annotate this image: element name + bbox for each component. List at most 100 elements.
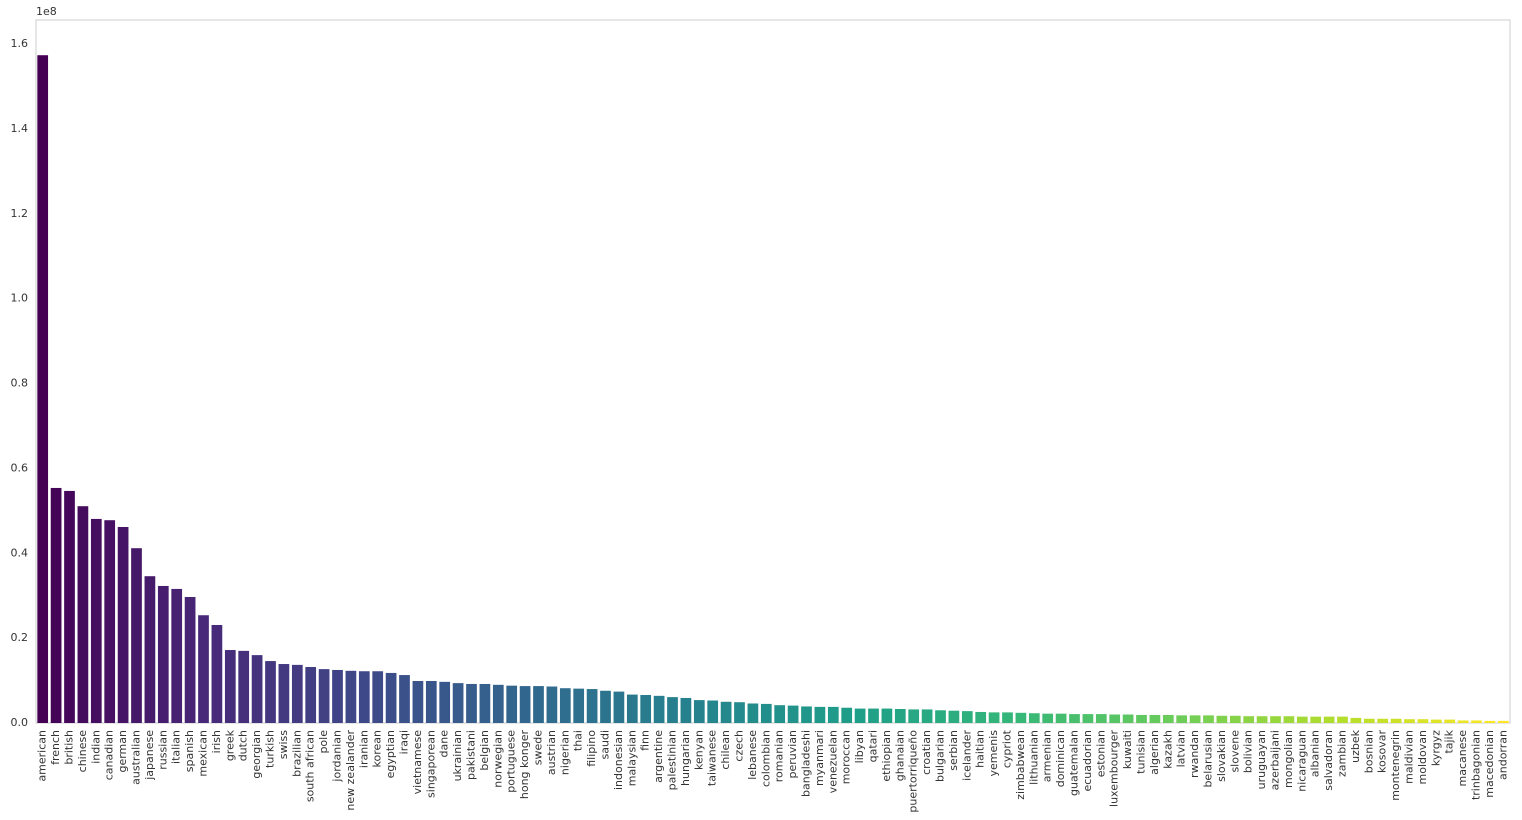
bar	[412, 680, 424, 723]
x-tick-label: norwegian	[491, 730, 504, 788]
y-tick-label: 0.2	[11, 631, 29, 644]
x-tick-label: thai	[572, 730, 585, 751]
x-tick-label: salvadoran	[1322, 730, 1335, 791]
bar	[559, 688, 571, 723]
bar	[50, 487, 62, 723]
bar	[1136, 714, 1147, 723]
bar	[238, 650, 250, 723]
y-tick-label: 1.0	[11, 292, 29, 305]
bar	[1310, 716, 1322, 723]
x-tick-label: jordanian	[331, 730, 344, 783]
x-tick-label: spanish	[183, 730, 196, 772]
x-tick-label: albanian	[1309, 730, 1322, 777]
bar	[198, 615, 209, 723]
x-tick-label: french	[49, 730, 62, 765]
bar	[586, 689, 598, 723]
x-tick-label: mexican	[197, 730, 210, 777]
bar	[626, 694, 638, 723]
x-tick-label: belgian	[478, 730, 491, 771]
x-tick-label: estonian	[1094, 730, 1107, 777]
x-tick-label: palestinian	[666, 730, 679, 790]
x-tick-label: iraqi	[398, 730, 411, 754]
x-tick-label: latvian	[1175, 730, 1188, 767]
x-tick-label: peruvian	[786, 730, 799, 779]
bar	[211, 624, 223, 723]
x-tick-label: irish	[210, 730, 223, 753]
bar	[1390, 718, 1402, 723]
x-tick-label: japanese	[143, 730, 156, 781]
x-tick-label: ethiopian	[880, 730, 893, 782]
bar	[680, 697, 692, 723]
x-tick-label: uzbek	[1349, 729, 1362, 762]
x-tick-label: taiwanese	[706, 730, 719, 786]
bar	[573, 688, 585, 723]
x-tick-label: lebanese	[746, 730, 759, 780]
bar	[519, 686, 531, 723]
x-tick-label: turkish	[264, 730, 277, 768]
x-tick-label: swede	[532, 730, 545, 765]
bar	[1457, 720, 1469, 723]
x-tick-label: australian	[130, 730, 143, 785]
y-tick-label: 0.0	[11, 716, 29, 729]
bar	[439, 681, 451, 723]
y-offset-label: 1e8	[36, 5, 57, 18]
bar	[908, 709, 920, 723]
x-tick-label: filipino	[585, 730, 598, 767]
x-tick-label: kuwaiti	[1121, 730, 1134, 769]
bar	[358, 671, 370, 723]
bar	[318, 669, 330, 723]
bar	[157, 585, 169, 723]
x-tick-label: haitian	[974, 730, 987, 768]
x-tick-label: mongolian	[1282, 730, 1295, 788]
x-tick-label: kosovar	[1376, 730, 1389, 773]
bar	[492, 684, 504, 723]
x-tick-label: austrian	[545, 730, 558, 775]
x-tick-label: indian	[89, 730, 102, 764]
bar	[881, 708, 893, 723]
x-tick-label: romanian	[773, 730, 786, 782]
bar	[774, 705, 786, 723]
y-tick-label: 1.6	[11, 37, 29, 50]
x-tick-label: myanmari	[813, 730, 826, 786]
bar	[841, 707, 853, 723]
x-tick-label: dominican	[1054, 730, 1067, 787]
bar	[801, 706, 812, 723]
x-tick-label: venezuelan	[826, 730, 839, 793]
x-tick-label: libyan	[853, 730, 866, 763]
x-tick-label: icelander	[960, 730, 973, 781]
bar	[425, 680, 437, 723]
y-tick-label: 1.2	[11, 207, 29, 220]
bar	[506, 685, 518, 723]
bar	[224, 650, 236, 723]
x-tick-label: saudi	[599, 730, 612, 759]
bar	[1082, 714, 1094, 723]
bar	[1404, 719, 1415, 723]
x-tick-label: slovakian	[1215, 730, 1228, 782]
x-tick-label: canadian	[103, 730, 116, 780]
x-tick-label: dane	[438, 730, 451, 758]
bar	[921, 709, 933, 723]
bar	[1216, 715, 1228, 723]
x-tick-label: lithuanian	[1027, 730, 1040, 785]
x-tick-label: croatian	[920, 730, 933, 775]
x-tick-label: puertorriqueño	[907, 730, 920, 813]
bar	[452, 683, 464, 723]
bar	[1109, 714, 1121, 723]
x-tick-label: kazakh	[1161, 730, 1174, 769]
bar	[1042, 713, 1054, 723]
bar	[90, 518, 102, 723]
bar	[1015, 712, 1027, 723]
x-tick-label: italian	[170, 730, 183, 764]
x-tick-label: slovene	[1228, 730, 1241, 773]
y-tick-label: 0.6	[11, 461, 29, 474]
bar	[935, 710, 946, 723]
x-tick-label: czech	[733, 730, 746, 762]
bar	[345, 670, 357, 723]
x-tick-label: chinese	[76, 730, 89, 773]
x-tick-label: trinbagonian	[1470, 730, 1483, 800]
x-tick-label: guatemalan	[1068, 730, 1081, 796]
x-tick-label: bosnian	[1362, 730, 1375, 773]
x-tick-label: kenyan	[692, 730, 705, 770]
bar	[1189, 715, 1201, 723]
